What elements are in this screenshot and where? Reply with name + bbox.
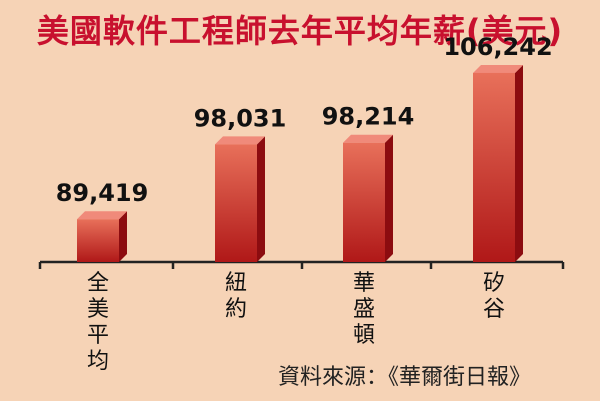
bar-side xyxy=(119,211,127,262)
category-label: 盛 xyxy=(353,297,375,322)
bar-side xyxy=(515,64,523,262)
category-label: 美 xyxy=(87,297,109,322)
value-label: 98,214 xyxy=(322,103,415,131)
bar-front xyxy=(473,72,515,262)
category-label: 約 xyxy=(225,297,247,322)
bar-front xyxy=(343,142,385,262)
x-axis xyxy=(38,260,565,269)
bar-front xyxy=(77,219,119,262)
chart-title: 美國軟件工程師去年平均年薪(美元) xyxy=(36,12,564,50)
category-label: 均 xyxy=(87,349,109,374)
bar xyxy=(77,211,127,262)
value-label: 106,242 xyxy=(443,33,552,61)
bar xyxy=(473,64,523,262)
category-label: 矽 xyxy=(483,271,505,296)
bar xyxy=(215,136,265,262)
source-note: 資料來源：《華爾街日報》 xyxy=(278,365,532,390)
category-label: 谷 xyxy=(483,297,505,322)
category-label: 頓 xyxy=(353,323,375,348)
category-label: 紐 xyxy=(225,271,247,296)
bar-top xyxy=(473,64,523,73)
bar xyxy=(343,134,393,262)
bar-front xyxy=(215,144,257,262)
bar-top xyxy=(215,136,265,145)
bar-top xyxy=(77,211,127,220)
bar-side xyxy=(257,136,265,262)
category-label: 華 xyxy=(353,271,375,296)
bars-group xyxy=(77,64,523,262)
value-label: 98,031 xyxy=(194,104,287,132)
value-label: 89,419 xyxy=(56,179,149,207)
category-label: 平 xyxy=(87,323,109,348)
bar-top xyxy=(343,134,393,143)
category-label: 全 xyxy=(87,271,109,296)
bar-side xyxy=(385,134,393,262)
